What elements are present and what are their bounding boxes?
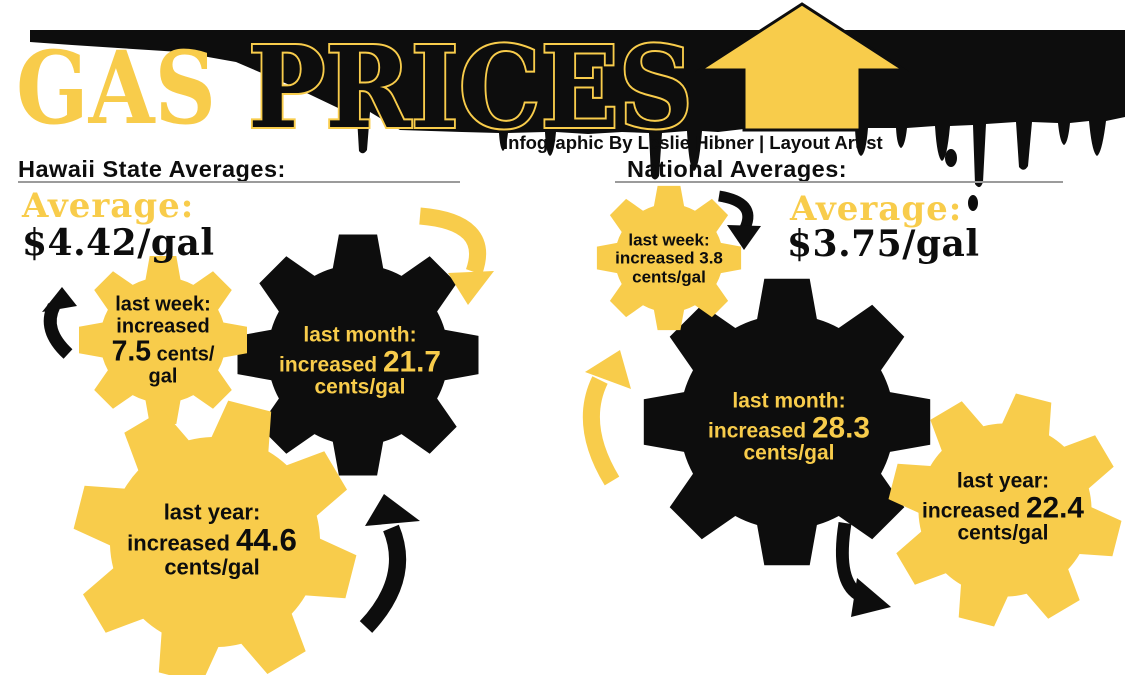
- national-divider: [615, 181, 1063, 183]
- gear-icon-hawaii-last-week: [79, 256, 247, 424]
- up-arrow-icon: [694, 2, 910, 132]
- gear-icon-national-last-year: [888, 393, 1122, 627]
- hawaii-last-month-label: last month: increased 21.7 cents/gal: [279, 323, 441, 399]
- hawaii-heading: Hawaii State Averages:: [18, 156, 286, 182]
- national-last-year-label: last year: increased 22.4 cents/gal: [922, 469, 1084, 545]
- gear-icon-national-last-month: [643, 278, 931, 566]
- curved-arrow-national-week-down: [717, 190, 761, 250]
- gear-icon-hawaii-last-month: [237, 234, 479, 476]
- national-last-week-label: last week: increased 3.8 cents/gal: [615, 230, 723, 287]
- curved-arrow-hawaii-month-down: [419, 207, 494, 305]
- curved-arrow-national-month-up: [582, 350, 631, 486]
- national-average-label: Average:: [790, 189, 963, 229]
- hawaii-last-year-label: last year: increased 44.6 cents/gal: [127, 499, 297, 580]
- curved-arrow-national-year-down: [835, 521, 891, 617]
- hawaii-divider: [18, 181, 460, 183]
- national-last-month-label: last month: increased 28.3 cents/gal: [708, 389, 870, 465]
- hawaii-average-label: Average:: [22, 186, 195, 226]
- curved-arrow-hawaii-week-up: [42, 287, 77, 359]
- oil-droplet: [968, 195, 978, 211]
- credit-line: Infographic By Leslie Hibner | Layout Ar…: [503, 132, 883, 153]
- title-gas: GAS: [16, 29, 216, 147]
- national-average-value: $3.75/gal: [787, 223, 980, 265]
- hawaii-last-week-label: last week: increased 7.5 cents/ gal: [111, 293, 215, 388]
- title-prices: PRICES: [248, 23, 693, 154]
- gear-icon-hawaii-last-year: [73, 400, 357, 675]
- oil-droplet: [945, 149, 957, 167]
- gear-icon-national-last-week: [596, 185, 742, 331]
- national-heading: National Averages:: [627, 156, 848, 182]
- hawaii-average-value: $4.42/gal: [22, 222, 215, 264]
- curved-arrow-hawaii-year-up: [359, 494, 420, 633]
